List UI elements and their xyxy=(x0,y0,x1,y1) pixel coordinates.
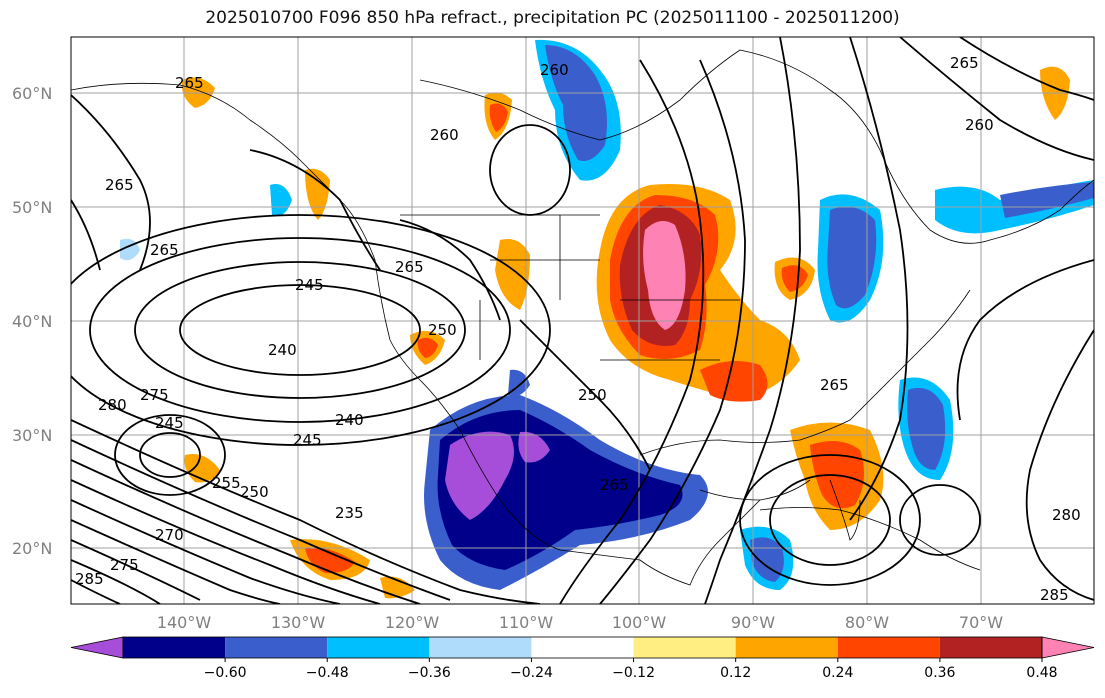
svg-text:265: 265 xyxy=(820,376,849,394)
precip-shading xyxy=(120,39,1094,599)
svg-text:50°N: 50°N xyxy=(12,198,52,217)
colorbar-swatch xyxy=(531,637,634,658)
svg-text:260: 260 xyxy=(965,116,994,134)
svg-text:250: 250 xyxy=(428,321,457,339)
svg-text:245: 245 xyxy=(295,276,324,294)
svg-text:250: 250 xyxy=(578,386,607,404)
svg-text:275: 275 xyxy=(110,556,139,574)
svg-text:280: 280 xyxy=(1052,506,1081,524)
svg-text:285: 285 xyxy=(1040,586,1069,604)
svg-text:120°W: 120°W xyxy=(385,613,440,632)
svg-text:260: 260 xyxy=(430,126,459,144)
colorbar-tick-label: 0.36 xyxy=(924,665,955,681)
svg-text:280: 280 xyxy=(98,396,127,414)
colorbar-swatch xyxy=(633,637,736,658)
svg-text:260: 260 xyxy=(540,61,569,79)
svg-text:130°W: 130°W xyxy=(271,613,326,632)
colorbar-tick-label: 0.48 xyxy=(1026,665,1057,681)
svg-text:240: 240 xyxy=(335,411,364,429)
svg-text:245: 245 xyxy=(155,414,184,432)
svg-text:90°W: 90°W xyxy=(731,613,775,632)
colorbar-swatch xyxy=(429,637,532,658)
colorbar-tick-label: 0.12 xyxy=(720,665,751,681)
svg-text:265: 265 xyxy=(105,176,134,194)
refractivity-contours xyxy=(71,37,1094,604)
svg-text:235: 235 xyxy=(335,504,364,522)
colorbar-tick-label: 0.24 xyxy=(822,665,853,681)
colorbar-tick-label: −0.12 xyxy=(612,665,655,681)
map-content: 265 260 260 265 265 265 265 245 240 250 … xyxy=(71,37,1094,604)
svg-text:270: 270 xyxy=(155,526,184,544)
svg-text:20°N: 20°N xyxy=(12,539,52,558)
colorbar-tick-label: −0.48 xyxy=(306,665,349,681)
svg-text:265: 265 xyxy=(395,258,424,276)
longitude-labels: 140°W 130°W 120°W 110°W 100°W 90°W 80°W … xyxy=(157,613,1003,632)
colorbar-extend-low xyxy=(70,636,124,659)
svg-text:275: 275 xyxy=(140,386,169,404)
colorbar-swatch xyxy=(225,637,328,658)
colorbar-frame xyxy=(122,636,1043,659)
colorbar-tick-label: −0.36 xyxy=(408,665,451,681)
svg-text:100°W: 100°W xyxy=(612,613,667,632)
coastlines xyxy=(71,49,1094,586)
svg-text:265: 265 xyxy=(600,476,629,494)
colorbar-tick-label: −0.24 xyxy=(510,665,553,681)
svg-text:80°W: 80°W xyxy=(845,613,889,632)
contour-labels: 265 260 260 265 265 265 265 245 240 250 … xyxy=(75,54,1081,604)
svg-text:250: 250 xyxy=(240,483,269,501)
svg-text:240: 240 xyxy=(268,341,297,359)
svg-text:265: 265 xyxy=(175,74,204,92)
svg-text:70°W: 70°W xyxy=(959,613,1003,632)
colorbar: −0.60 −0.48 −0.36 −0.24 −0.12 0.12 0.24 0.36 0.4… xyxy=(70,636,1095,681)
svg-text:140°W: 140°W xyxy=(157,613,212,632)
colorbar-swatch xyxy=(327,637,430,658)
colorbar-swatch xyxy=(123,637,226,658)
svg-text:30°N: 30°N xyxy=(12,426,52,445)
map-title: 2025010700 F096 850 hPa refract., precip… xyxy=(205,8,900,28)
map-frame xyxy=(70,36,1095,605)
colorbar-swatch xyxy=(939,637,1042,658)
colorbar-extend-high xyxy=(1041,636,1095,659)
svg-text:110°W: 110°W xyxy=(499,613,554,632)
svg-text:285: 285 xyxy=(75,570,104,588)
svg-text:255: 255 xyxy=(212,474,241,492)
colorbar-tick-label: −0.60 xyxy=(204,665,247,681)
colorbar-swatch xyxy=(837,637,940,658)
latitude-labels: 60°N 50°N 40°N 30°N 20°N xyxy=(12,84,52,558)
svg-text:40°N: 40°N xyxy=(12,312,52,331)
svg-text:245: 245 xyxy=(293,431,322,449)
svg-text:60°N: 60°N xyxy=(12,84,52,103)
svg-text:265: 265 xyxy=(150,241,179,259)
svg-text:265: 265 xyxy=(950,54,979,72)
colorbar-swatch xyxy=(735,637,838,658)
graticule xyxy=(71,37,1094,604)
